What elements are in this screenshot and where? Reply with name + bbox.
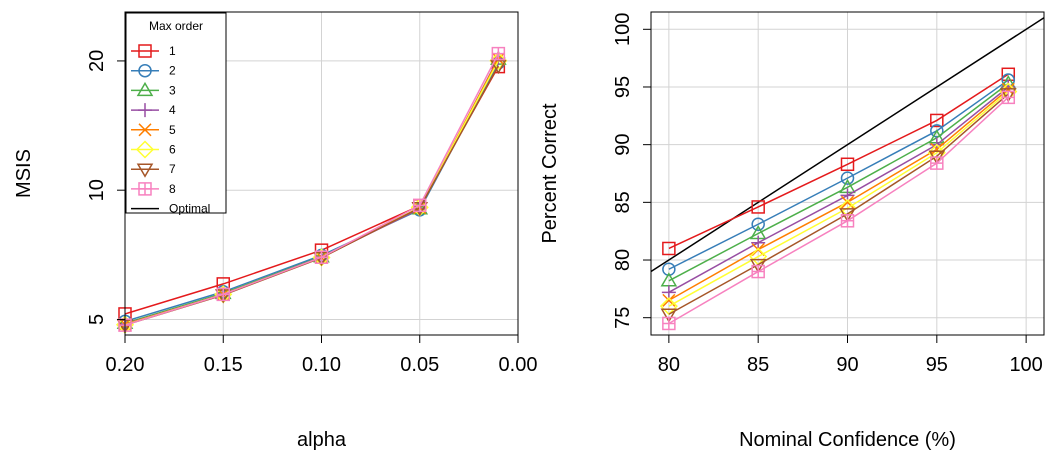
series-line-7 [668,93,1009,315]
y-tick-label: 85 [612,191,634,213]
data-point-1-0 [662,241,676,256]
data-point-4-1 [751,235,766,250]
x-tick-label: 0.05 [400,354,439,376]
data-point-8-1 [216,287,230,302]
x-tick-label: 0.00 [499,354,538,376]
data-point-8-3 [930,156,944,170]
series-line-4 [668,86,1009,293]
data-point-8-4 [1001,90,1016,105]
legend-marker [135,140,155,159]
x-axis-label: Nominal Confidence (%) [739,429,956,451]
data-point-7-0 [660,308,678,323]
data-point-7-4 [490,59,507,75]
data-point-8-4-cross [492,47,505,60]
data-point-1-2 [840,157,855,172]
series-line-3 [668,82,1009,282]
series-5 [662,82,1015,307]
y-tick-label: 90 [612,134,634,156]
legend-entry-8: 8 [131,182,176,196]
data-point-8-2 [314,250,329,264]
data-point-1-3 [930,113,944,128]
legend-marker [138,44,152,58]
legend-label: 4 [169,103,176,117]
series-8 [662,90,1016,331]
legend-entry-6: 6 [131,140,176,159]
y-tick-label: 75 [612,307,634,329]
x-tick-label: 0.10 [302,354,341,376]
series-2 [662,73,1016,276]
right-panel-percent-correct: 80 85 90 95 100 75 80 85 90 95 100 Nominal Confiden… [539,11,1045,451]
data-point-1-1 [751,200,765,214]
data-point-8-1-cross [217,288,230,301]
data-point-8-4-cross [1002,91,1015,104]
legend-label: 1 [169,44,176,58]
legend-marker [138,103,152,118]
x-tick-label: 85 [747,354,769,376]
left-panel-msis: 0.20 0.15 0.10 0.05 0.00 5 10 20 alpha MSIS Max or… [13,11,538,451]
y-tick-label: 95 [612,76,634,98]
optimal-line [651,17,1044,273]
data-point-8-2-cross [315,251,328,264]
legend-marker [138,63,152,78]
legend-marker [136,163,154,178]
y-axis-label: Percent Correct [539,103,561,243]
data-point-8-0 [662,316,676,331]
y-tick-label: 5 [86,314,108,325]
legend-marker [138,182,152,196]
y-tick-label: 10 [86,179,108,201]
series-line-2 [668,79,1009,270]
legend-marker [136,81,154,97]
x-tick-label: 90 [836,354,858,376]
series-8 [118,46,506,332]
legend-label: 3 [169,83,176,97]
legend: Max order 1 2 3 4 5 6 7 8 Optimal [125,12,227,216]
series-line-1 [668,73,1009,250]
legend-entry-4: 4 [131,103,176,118]
legend-box [125,12,227,214]
series-3 [660,75,1017,287]
legend-label: 2 [169,64,176,78]
legend-label: 6 [169,143,176,157]
data-point-8-2 [840,214,855,228]
legend-marker-cross [139,182,151,195]
legend-label: 7 [169,162,176,176]
y-tick-label: 20 [86,50,108,72]
x-tick-label: 0.20 [106,354,145,376]
legend-label: Optimal [169,202,210,216]
legend-marker [138,123,152,137]
legend-entry-3: 3 [131,81,176,97]
data-point-8-3-cross [930,157,943,170]
legend-title: Max order [149,19,203,33]
y-tick-label: 100 [612,13,634,46]
data-point-7-4 [999,88,1017,103]
y-axis-label: MSIS [13,149,35,198]
legend-entry-7: 7 [131,162,176,178]
legend-label: 5 [169,123,176,137]
series-line-6 [668,91,1009,307]
x-tick-label: 95 [926,354,948,376]
x-tick-label: 0.15 [204,354,243,376]
y-tick-label: 80 [612,249,634,271]
data-point-8-2-cross [841,214,854,227]
x-axis-label: alpha [297,429,347,451]
legend-entry-Optimal: Optimal [131,202,210,216]
legend-entry-1: 1 [131,44,176,58]
legend-entry-5: 5 [131,123,176,137]
data-point-8-3-cross [413,199,426,212]
legend-label: 8 [169,182,176,196]
data-point-2-1 [751,217,765,232]
data-point-2-2 [840,171,855,185]
x-tick-label: 100 [1009,354,1042,376]
legend-entry-2: 2 [131,64,176,78]
data-point-8-1 [751,264,765,279]
x-tick-label: 80 [658,354,680,376]
data-point-8-3 [413,198,427,213]
grid [651,12,1044,335]
data-point-8-0-cross [662,317,675,330]
data-point-8-4 [491,46,506,61]
data-point-4-0 [661,285,676,300]
data-point-8-1-cross [752,265,765,278]
series-line-5 [668,88,1009,302]
